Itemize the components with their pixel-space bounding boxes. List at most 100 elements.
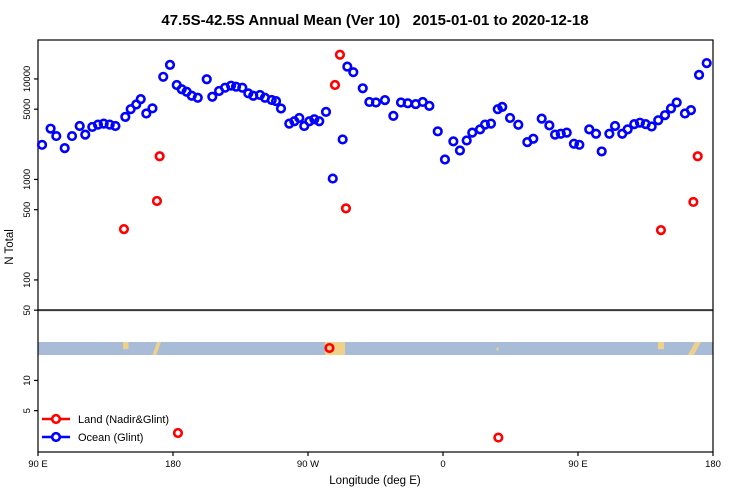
- ocean-point: [80, 129, 91, 140]
- map-strip-ocean: [38, 342, 713, 355]
- ocean-point: [701, 58, 712, 69]
- x-tick-label: 90 E: [568, 459, 588, 470]
- x-tick-label: 180: [705, 459, 721, 470]
- x-tick-label: 0: [440, 459, 445, 470]
- ocean-point: [337, 134, 348, 145]
- ocean-point: [561, 127, 572, 138]
- ocean-point: [544, 120, 555, 131]
- ocean-point: [59, 142, 70, 154]
- ocean-point: [327, 173, 338, 184]
- ocean-point: [120, 111, 131, 122]
- y-tick-label: 500: [22, 202, 33, 218]
- plot-area: 10000 5000 1000 500 100 50 10 5 90 E 180 90 W 0 90 E…: [22, 39, 721, 470]
- land-point: [329, 79, 341, 91]
- ocean-point: [568, 138, 580, 149]
- ocean-point: [237, 82, 248, 93]
- ocean-point: [135, 93, 146, 105]
- ocean-point: [574, 139, 585, 150]
- ocean-point: [584, 124, 595, 135]
- legend-marker-circle: [50, 431, 62, 443]
- ocean-point: [304, 116, 315, 127]
- land-point: [172, 427, 184, 439]
- ocean-point: [141, 108, 152, 119]
- map-strip-land: [152, 342, 161, 355]
- ocean-point: [158, 71, 169, 82]
- legend-label-ocean: Ocean (Glint): [78, 432, 143, 444]
- ocean-point: [479, 119, 491, 130]
- ocean-point: [201, 74, 212, 85]
- ocean-point: [74, 120, 85, 132]
- map-strip-land: [496, 347, 499, 351]
- ocean-point: [659, 110, 671, 121]
- plot-border: [37, 39, 714, 453]
- ocean-point: [646, 121, 657, 132]
- ocean-point: [454, 145, 466, 156]
- legend: Land (Nadir&Glint) Ocean (Glint): [42, 413, 169, 444]
- ocean-point: [147, 103, 158, 114]
- ocean-point: [485, 118, 497, 129]
- y-tick-label: 100: [22, 272, 33, 288]
- land-point: [655, 225, 667, 236]
- ocean-point: [110, 120, 121, 132]
- land-point: [324, 342, 335, 354]
- land-point: [151, 195, 163, 207]
- ocean-point: [402, 98, 413, 109]
- legend-label-land: Land (Nadir&Glint): [78, 414, 169, 426]
- chart-title: 47.5S-42.5S Annual Mean (Ver 10) 2015-01…: [161, 12, 588, 29]
- ocean-point: [439, 154, 451, 165]
- ocean-point: [685, 105, 697, 116]
- ocean-point: [294, 112, 305, 124]
- ocean-point: [665, 103, 677, 114]
- ocean-point: [555, 128, 566, 139]
- y-tick-label: 5: [22, 408, 33, 413]
- ocean-point: [634, 117, 646, 128]
- ocean-point: [370, 97, 382, 108]
- ocean-point: [424, 100, 435, 112]
- ocean-point: [693, 69, 705, 80]
- ocean-point: [104, 119, 115, 130]
- ocean-point: [596, 146, 607, 157]
- ocean-point: [590, 128, 602, 139]
- ocean-point: [629, 119, 640, 130]
- ocean-point: [549, 129, 561, 140]
- ocean-point: [270, 95, 282, 107]
- ocean-point: [671, 97, 682, 108]
- ocean-point: [357, 83, 368, 94]
- land-point: [493, 432, 504, 443]
- ocean-point: [266, 94, 277, 106]
- map-strip-land: [657, 342, 664, 350]
- ocean-point: [448, 136, 459, 147]
- y-tick-label: 10000: [22, 66, 33, 92]
- ocean-point: [275, 103, 287, 114]
- y-axis-title: N Total: [4, 229, 16, 265]
- land-point: [688, 196, 699, 208]
- ocean-point: [309, 114, 320, 125]
- ocean-point: [609, 120, 621, 132]
- ocean-point: [98, 118, 109, 129]
- ocean-point: [320, 106, 332, 117]
- map-strip-land: [123, 342, 129, 350]
- ocean-point: [45, 123, 56, 134]
- y-tick-label: 50: [22, 305, 33, 316]
- ocean-point: [467, 127, 478, 138]
- ocean-point: [342, 61, 353, 72]
- ocean-point: [51, 130, 62, 142]
- ocean-point: [528, 133, 539, 144]
- x-tick-label: 180: [165, 459, 181, 470]
- y-tick-label: 5000: [22, 99, 33, 120]
- ocean-point: [388, 110, 399, 121]
- x-axis-title: Longitude (deg E): [329, 475, 421, 487]
- ocean-point: [513, 119, 524, 130]
- ocean-point: [622, 124, 633, 135]
- ocean-point: [604, 128, 615, 139]
- land-point: [118, 224, 130, 235]
- ocean-point: [653, 115, 664, 126]
- x-tick-label: 90 W: [297, 459, 319, 470]
- land-point: [692, 151, 703, 162]
- ocean-point: [497, 101, 508, 112]
- land-point: [340, 203, 352, 214]
- y-tick-label: 1000: [22, 169, 33, 190]
- ocean-point: [348, 67, 359, 78]
- legend-marker-circle: [50, 413, 62, 425]
